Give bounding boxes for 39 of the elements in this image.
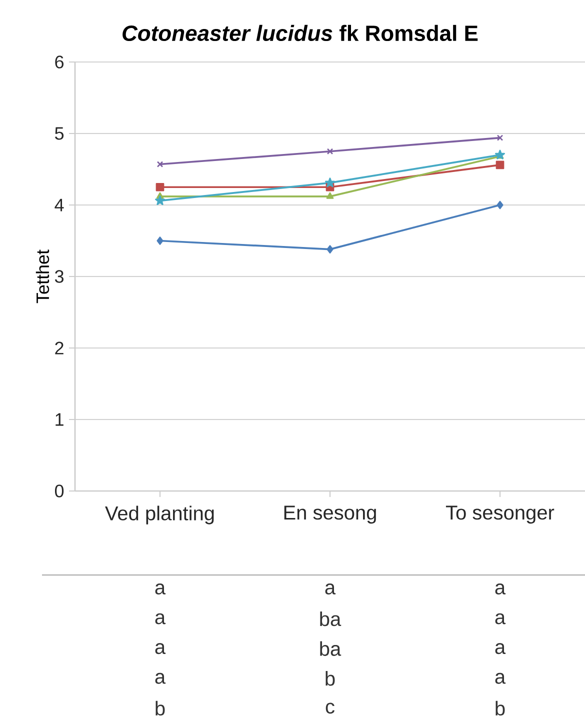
y-tick-label: 3 xyxy=(54,270,64,283)
text: a xyxy=(495,584,506,594)
point xyxy=(496,160,504,170)
text: a xyxy=(155,672,166,684)
text: ba xyxy=(320,611,342,626)
point xyxy=(156,236,164,245)
point xyxy=(156,182,164,192)
text: b xyxy=(326,671,335,686)
y-tick-label: 0 xyxy=(54,484,64,498)
y-tick-label: 1 xyxy=(56,413,64,426)
y-tick-label: 5 xyxy=(54,127,64,140)
y-tick-label: 6 xyxy=(55,56,64,68)
text: ba xyxy=(320,641,342,656)
text: a xyxy=(155,643,166,654)
y-tick-label: 2 xyxy=(55,342,64,354)
x-tick-label: En sesong xyxy=(284,506,376,524)
chart-title: Cotoneaster lucidus fk Romsdal E xyxy=(122,24,478,42)
point xyxy=(326,148,334,155)
text: a xyxy=(495,613,506,624)
point xyxy=(325,178,335,188)
text: a xyxy=(325,584,336,594)
point xyxy=(155,195,165,206)
text: c xyxy=(326,702,334,714)
point xyxy=(496,134,504,141)
point xyxy=(326,192,334,199)
text: a xyxy=(155,584,166,594)
text: b xyxy=(156,700,165,716)
x-tick-label: To sesonger xyxy=(446,506,554,524)
point xyxy=(495,150,506,160)
y-axis-title: Tetthet xyxy=(36,250,50,304)
text: b xyxy=(496,700,505,716)
x-tick-label: Ved planting xyxy=(105,506,214,524)
point xyxy=(326,245,334,254)
text: a xyxy=(495,672,506,684)
text: a xyxy=(495,643,506,654)
text: a xyxy=(155,613,166,624)
point xyxy=(496,200,504,210)
point xyxy=(156,161,164,168)
y-tick-label: 4 xyxy=(54,198,64,212)
